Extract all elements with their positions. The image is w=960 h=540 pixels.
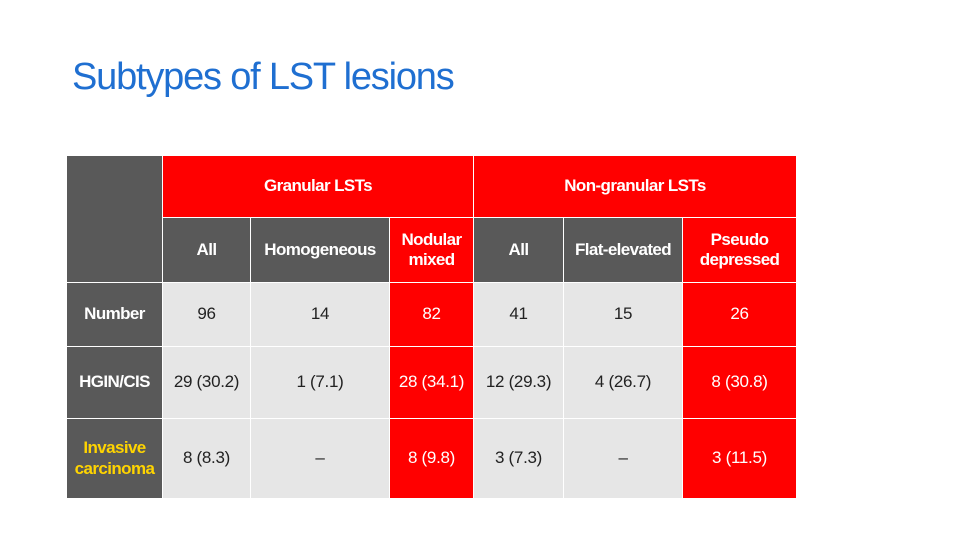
table-cell: 41: [473, 282, 565, 347]
table-cell: 29 (30.2): [162, 346, 251, 419]
table-cell: 8 (30.8): [682, 346, 798, 419]
table-cell: 3 (7.3): [473, 418, 565, 499]
subheader-homogeneous: Homogeneous: [250, 217, 390, 283]
table-cell: –: [563, 418, 684, 499]
lst-subtypes-table: Granular LSTs Non-granular LSTs All Homo…: [66, 155, 798, 499]
row-header-number: Number: [66, 282, 163, 347]
subheader-nodular-mixed: Nodular mixed: [388, 217, 475, 283]
table-cell: 1 (7.1): [250, 346, 390, 419]
table-row-hgin-cis: HGIN/CIS 29 (30.2) 1 (7.1) 28 (34.1) 12 …: [66, 346, 798, 419]
group-header-granular: Granular LSTs: [161, 155, 475, 218]
table-cell: 8 (9.8): [388, 418, 475, 499]
subheader-pseudo-depressed: Pseudo depressed: [682, 217, 798, 283]
subheader-flat-elevated: Flat-elevated: [563, 217, 684, 283]
group-header-row: Granular LSTs Non-granular LSTs: [66, 155, 798, 283]
table-cell: 28 (34.1): [388, 346, 475, 419]
table-cell: –: [250, 418, 390, 499]
row-header-hgin-cis: HGIN/CIS: [66, 346, 163, 419]
table-cell: 12 (29.3): [473, 346, 565, 419]
table-cell: 3 (11.5): [682, 418, 798, 499]
table-cell: 96: [162, 282, 251, 347]
table-cell: 14: [250, 282, 390, 347]
table-cell: 26: [682, 282, 798, 347]
table-cell: 8 (8.3): [162, 418, 251, 499]
subheader-granular-all: All: [162, 217, 251, 283]
table-cell: 15: [563, 282, 684, 347]
table-row-invasive-carcinoma: Invasive carcinoma 8 (8.3) – 8 (9.8) 3 (…: [66, 418, 798, 499]
slide-title: Subtypes of LST lesions: [72, 56, 455, 98]
row-header-invasive-carcinoma: Invasive carcinoma: [66, 418, 163, 499]
table-cell: 82: [388, 282, 475, 347]
subheader-row: All Homogeneous Nodular mixed All Flat-e…: [67, 217, 798, 283]
corner-cell: [66, 155, 163, 283]
table-row-number: Number 96 14 82 41 15 26: [66, 282, 798, 347]
subheader-nongranular-all: All: [473, 217, 565, 283]
group-header-nongranular: Non-granular LSTs: [473, 155, 798, 218]
table-cell: 4 (26.7): [563, 346, 684, 419]
